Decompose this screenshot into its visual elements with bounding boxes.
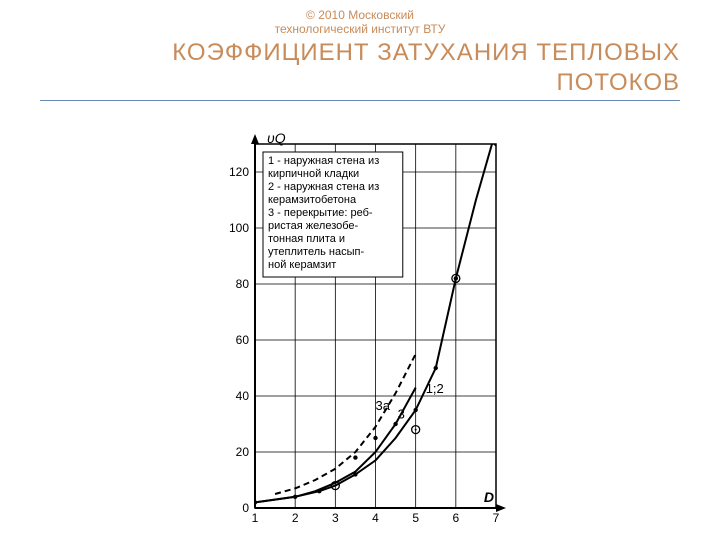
svg-text:υQ: υQ xyxy=(267,130,286,146)
svg-text:3: 3 xyxy=(398,406,405,421)
svg-text:3 - перекрытие: реб-: 3 - перекрытие: реб- xyxy=(268,207,373,219)
svg-text:40: 40 xyxy=(236,389,250,403)
svg-text:7: 7 xyxy=(493,511,500,525)
copyright: © 2010 Московский технологический инстит… xyxy=(210,8,510,37)
attenuation-chart: 1 2 3 4 5 6 7 0 20 40 60 80 100 120 υQ D 1;2 3 3а 1 - наруж… xyxy=(210,130,510,530)
svg-text:утеплитель насып-: утеплитель насып- xyxy=(268,246,364,258)
svg-text:4: 4 xyxy=(372,511,379,525)
copyright-line2: технологический институт ВТУ xyxy=(275,22,446,36)
svg-text:60: 60 xyxy=(236,333,250,347)
svg-text:5: 5 xyxy=(412,511,419,525)
svg-text:20: 20 xyxy=(236,445,250,459)
svg-text:ристая железобе-: ристая железобе- xyxy=(268,220,359,232)
svg-text:1;2: 1;2 xyxy=(426,381,444,396)
page-title: КОЭФФИЦИЕНТ ЗАТУХАНИЯ ТЕПЛОВЫХ ПОТОКОВ xyxy=(60,38,680,98)
svg-text:ной керамзит: ной керамзит xyxy=(268,259,336,271)
svg-text:тонная плита и: тонная плита и xyxy=(268,233,345,245)
svg-text:2: 2 xyxy=(292,511,299,525)
svg-text:D: D xyxy=(484,489,494,505)
svg-text:2 - наружная стена из: 2 - наружная стена из xyxy=(268,181,379,193)
svg-text:3: 3 xyxy=(332,511,339,525)
svg-text:1: 1 xyxy=(252,511,259,525)
title-rule xyxy=(40,100,680,101)
svg-text:6: 6 xyxy=(452,511,459,525)
svg-text:кирпичной кладки: кирпичной кладки xyxy=(268,168,359,180)
svg-text:100: 100 xyxy=(229,221,249,235)
svg-text:120: 120 xyxy=(229,165,249,179)
svg-text:80: 80 xyxy=(236,277,250,291)
svg-text:керамзитобетона: керамзитобетона xyxy=(268,194,357,206)
svg-text:0: 0 xyxy=(242,501,249,515)
svg-text:3а: 3а xyxy=(376,398,391,413)
copyright-line1: © 2010 Московский xyxy=(306,8,414,22)
svg-text:1 - наружная стена из: 1 - наружная стена из xyxy=(268,155,379,167)
chart-container: 1 2 3 4 5 6 7 0 20 40 60 80 100 120 υQ D 1;2 3 3а 1 - наруж… xyxy=(210,130,510,530)
